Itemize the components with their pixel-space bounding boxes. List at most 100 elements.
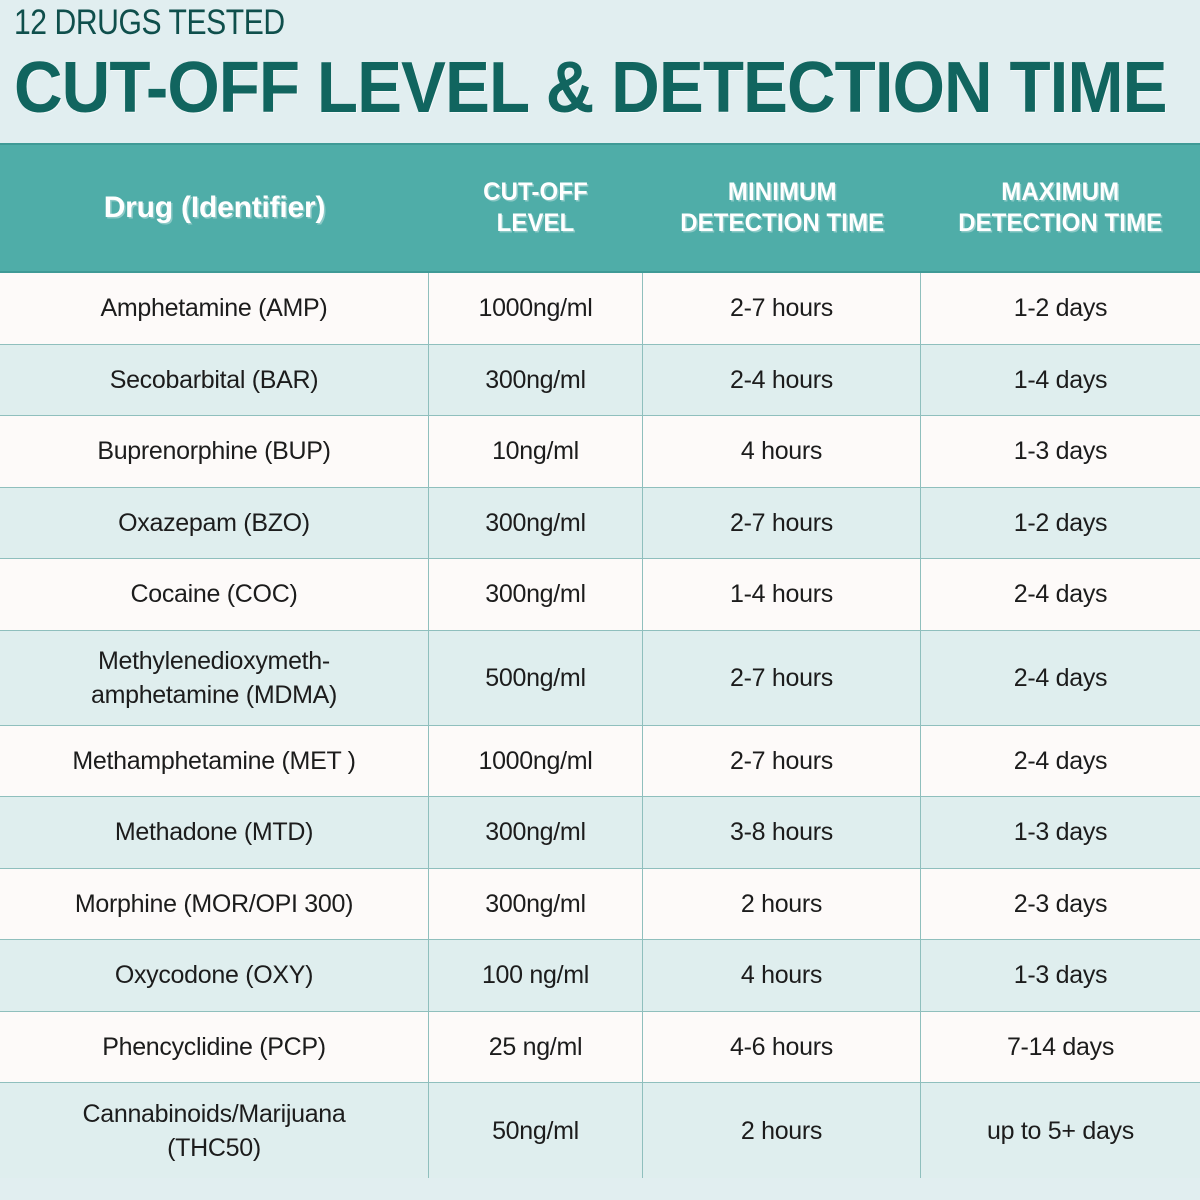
cell-min-detection-time: 2-7 hours <box>643 487 921 558</box>
cell-max-detection-time-line1: 2-4 days <box>1013 580 1108 609</box>
cell-drug-name: Methamphetamine (MET ) <box>0 725 429 796</box>
cell-max-detection-time: 2-4 days <box>921 559 1200 630</box>
cell-min-detection-time-line1: 2-7 hours <box>730 746 833 775</box>
cell-drug-name: Buprenorphine (BUP) <box>0 416 429 487</box>
table-row: Cocaine (COC) 300ng/ml 1-4 hours 2-4 days <box>0 559 1200 631</box>
column-header-cutoff-label: CUT-OFF LEVEL <box>484 177 589 239</box>
cell-cutoff-level-text: 300ng/ml <box>485 887 586 921</box>
cell-drug-name-text: Phencyclidine (PCP) <box>102 1030 326 1064</box>
cell-cutoff-level-text: 100 ng/ml <box>482 958 589 992</box>
column-header-max-detection: MAXIMUM DETECTION TIME <box>921 145 1200 271</box>
cell-min-detection-time-text: 2-4 hours <box>730 363 833 397</box>
cell-min-detection-time: 4 hours <box>643 940 921 1011</box>
cell-max-detection-time-text: up to 5+ days <box>987 1114 1134 1148</box>
cell-cutoff-level-line1: 25 ng/ml <box>488 1032 583 1061</box>
cell-max-detection-time-text: 2-4 days <box>1014 744 1108 778</box>
cell-cutoff-level-line1: 1000ng/ml <box>478 294 593 323</box>
cell-drug-name-line2: amphetamine (MDMA) <box>90 680 338 709</box>
cell-max-detection-time-text: 2-4 days <box>1014 577 1108 611</box>
cell-drug-name-text: Buprenorphine (BUP) <box>97 434 331 468</box>
cell-cutoff-level: 100 ng/ml <box>429 940 643 1011</box>
cell-cutoff-level-text: 50ng/ml <box>492 1114 579 1148</box>
cell-cutoff-level-text: 300ng/ml <box>485 506 586 540</box>
cell-min-detection-time: 2-7 hours <box>643 725 921 796</box>
cell-cutoff-level-line1: 300ng/ml <box>485 365 586 394</box>
table-row: Oxycodone (OXY) 100 ng/ml 4 hours 1-3 days <box>0 940 1200 1012</box>
cell-drug-name: Secobarbital (BAR) <box>0 344 429 415</box>
cell-drug-name-text: Methadone (MTD) <box>114 815 314 849</box>
cell-drug-name: Amphetamine (AMP) <box>0 273 429 344</box>
cell-max-detection-time-text: 1-2 days <box>1014 291 1108 325</box>
cell-max-detection-time-line1: 1-3 days <box>1013 437 1108 466</box>
cell-cutoff-level: 50ng/ml <box>429 1083 643 1178</box>
cell-min-detection-time: 2-7 hours <box>643 273 921 344</box>
cell-max-detection-time-line1: 1-2 days <box>1013 508 1108 537</box>
table-row: Amphetamine (AMP) 1000ng/ml 2-7 hours 1-2 d… <box>0 273 1200 345</box>
cell-drug-name: Cannabinoids/Marijuana (THC50) <box>0 1083 429 1178</box>
column-header-drug: Drug (Identifier) <box>0 145 429 271</box>
cell-drug-name-line2: (THC50) <box>167 1133 261 1162</box>
cell-cutoff-level: 300ng/ml <box>429 559 643 630</box>
cell-max-detection-time: 1-3 days <box>921 940 1200 1011</box>
table-row: Buprenorphine (BUP) 10ng/ml 4 hours 1-3 day… <box>0 416 1200 488</box>
cell-min-detection-time-line1: 2-4 hours <box>730 365 833 394</box>
cell-min-detection-time: 1-4 hours <box>643 559 921 630</box>
cell-cutoff-level-text: 300ng/ml <box>485 815 586 849</box>
column-header-cutoff-line1: CUT-OFF <box>483 178 589 206</box>
cell-min-detection-time-text: 2-7 hours <box>730 744 833 778</box>
title-block: 12 DRUGS TESTED CUT-OFF LEVEL & DETECTIO… <box>0 0 1200 143</box>
cell-cutoff-level-line1: 300ng/ml <box>485 580 586 609</box>
cell-drug-name-line1: Cannabinoids/Marijuana <box>82 1099 346 1128</box>
eyebrow-text: 12 DRUGS TESTED <box>14 3 285 42</box>
cell-max-detection-time-line1: 7-14 days <box>1006 1032 1115 1061</box>
cell-cutoff-level-line1: 1000ng/ml <box>478 746 593 775</box>
cell-drug-name-line1: Methylenedioxymeth- <box>98 646 330 675</box>
cell-min-detection-time: 2 hours <box>643 1083 921 1178</box>
column-header-min-detection-label: MINIMUM DETECTION TIME <box>680 177 884 239</box>
cell-max-detection-time-text: 7-14 days <box>1007 1030 1114 1064</box>
cell-cutoff-level-text: 25 ng/ml <box>489 1030 583 1064</box>
cell-drug-name-text: Amphetamine (AMP) <box>101 291 328 325</box>
cell-min-detection-time: 3-8 hours <box>643 797 921 868</box>
cell-cutoff-level-text: 1000ng/ml <box>478 744 592 778</box>
cell-min-detection-time-line1: 4 hours <box>740 961 823 990</box>
cell-drug-name-line1: Cocaine (COC) <box>130 580 298 609</box>
cell-drug-name: Methylenedioxymeth-amphetamine (MDMA) <box>0 630 429 725</box>
cell-min-detection-time-text: 2-7 hours <box>730 291 833 325</box>
column-header-max-line1: MAXIMUM <box>1001 178 1120 206</box>
table-body: Amphetamine (AMP) 1000ng/ml 2-7 hours 1-2 d… <box>0 273 1200 1178</box>
cell-min-detection-time-text: 3-8 hours <box>730 815 833 849</box>
cell-max-detection-time: 1-2 days <box>921 488 1200 559</box>
table-header-row: Drug (Identifier) CUT-OFF LEVEL MINIMUM … <box>0 145 1200 273</box>
cell-drug-name-line1: Phencyclidine (PCP) <box>102 1032 326 1061</box>
cell-drug-name-line1: Methadone (MTD) <box>114 818 314 847</box>
cell-cutoff-level-text: 500ng/ml <box>485 661 586 695</box>
cell-drug-name-text: Oxycodone (OXY) <box>115 958 314 992</box>
cell-drug-name-line1: Morphine (MOR/OPI 300) <box>74 889 354 918</box>
cell-max-detection-time-line1: 2-3 days <box>1013 889 1108 918</box>
cell-drug-name-line1: Secobarbital (BAR) <box>109 365 319 394</box>
table-row: Methamphetamine (MET ) 1000ng/ml 2-7 hours… <box>0 725 1200 797</box>
cell-cutoff-level-line1: 100 ng/ml <box>481 961 590 990</box>
cell-min-detection-time: 2-7 hours <box>643 630 921 725</box>
table-row: Methadone (MTD) 300ng/ml 3-8 hours 1-3 days <box>0 797 1200 869</box>
cell-cutoff-level-line1: 10ng/ml <box>492 437 579 466</box>
cell-max-detection-time-text: 2-4 days <box>1014 661 1108 695</box>
cell-min-detection-time-text: 2 hours <box>741 1114 823 1148</box>
cell-cutoff-level-text: 10ng/ml <box>492 434 579 468</box>
cell-max-detection-time: 1-3 days <box>921 797 1200 868</box>
cell-max-detection-time-text: 1-3 days <box>1014 958 1108 992</box>
cell-max-detection-time-text: 1-3 days <box>1014 434 1108 468</box>
cell-cutoff-level: 10ng/ml <box>429 416 643 487</box>
column-header-min-line2: DETECTION TIME <box>679 209 884 237</box>
table-row: Morphine (MOR/OPI 300) 300ng/ml 2 hours 2-3… <box>0 868 1200 940</box>
drug-detection-table: Drug (Identifier) CUT-OFF LEVEL MINIMUM … <box>0 143 1200 1200</box>
cell-max-detection-time-line1: 1-3 days <box>1013 818 1108 847</box>
cell-max-detection-time: 7-14 days <box>921 1012 1200 1083</box>
cell-drug-name-text: Cocaine (COC) <box>131 577 298 611</box>
cell-cutoff-level: 300ng/ml <box>429 344 643 415</box>
column-header-cutoff: CUT-OFF LEVEL <box>429 145 643 271</box>
cell-drug-name-text: Oxazepam (BZO) <box>118 506 310 540</box>
cell-min-detection-time-line1: 2 hours <box>740 889 823 918</box>
